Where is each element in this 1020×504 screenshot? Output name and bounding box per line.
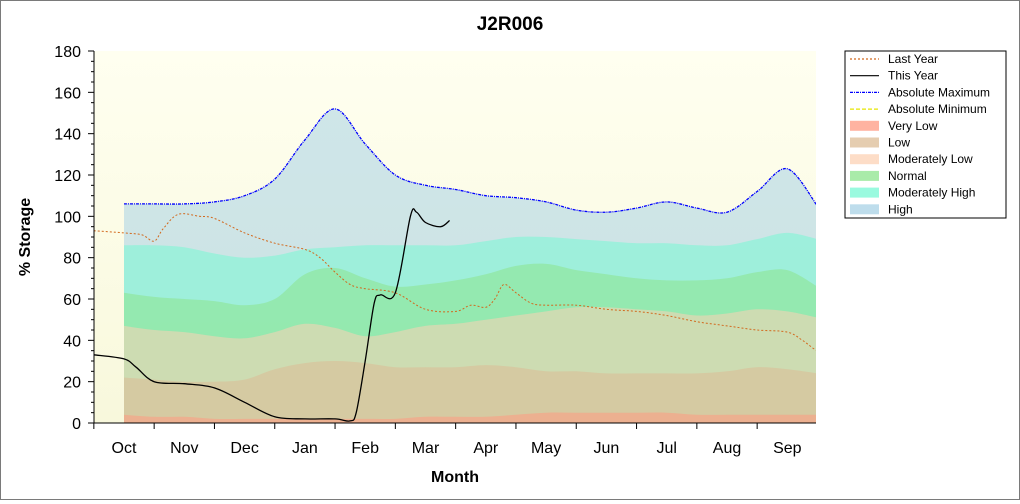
legend: Last Year This Year Absolute Maximum Absolu… — [844, 50, 1007, 219]
x-axis-title: Month — [431, 469, 479, 486]
axes: 0 20 40 60 80 100 120 140 160 180 Oct Nov Dec Jan Feb M… — [54, 44, 816, 457]
legend-swatch-low — [850, 137, 879, 148]
legend-swatch-moderately-high — [850, 187, 879, 198]
legend-label: Moderately High — [888, 186, 975, 200]
x-tick-label: Jun — [594, 440, 620, 457]
series-lines — [94, 108, 816, 422]
y-tick-label: 60 — [63, 292, 81, 309]
line-absolute-maximum — [123, 108, 816, 214]
legend-label: Low — [888, 136, 910, 150]
x-tick-label: Mar — [412, 440, 440, 457]
y-tick-label: 140 — [54, 127, 81, 144]
band-low — [124, 361, 816, 423]
y-tick-label: 80 — [63, 251, 81, 268]
legend-swatch-very-low — [850, 120, 879, 131]
x-tick-label: Dec — [230, 440, 258, 457]
chart-title: J2R006 — [477, 14, 544, 35]
x-tick-label: Jan — [292, 440, 318, 457]
x-tick-label: Sep — [773, 440, 802, 457]
legend-label: This Year — [888, 69, 938, 83]
y-tick-label: 0 — [72, 416, 81, 433]
line-this-year — [94, 208, 451, 422]
y-tick-label: 20 — [63, 375, 81, 392]
y-tick-label: 100 — [54, 209, 81, 226]
x-tick-label: Apr — [473, 440, 499, 457]
x-tick-label: Nov — [170, 440, 198, 457]
legend-swatch-normal — [850, 170, 879, 181]
y-tick-label: 180 — [54, 44, 81, 61]
legend-label: Moderately Low — [888, 152, 973, 166]
band-very-low — [124, 412, 816, 423]
legend-swatch-moderately-low — [850, 154, 879, 165]
x-tick-label: Feb — [351, 440, 379, 457]
y-tick-label: 160 — [54, 85, 81, 102]
x-tick-label: Jul — [656, 440, 676, 457]
legend-label: Last Year — [888, 52, 938, 66]
y-tick-label: 120 — [54, 168, 81, 185]
y-axis-title: % Storage — [17, 198, 34, 276]
y-tick-label: 40 — [63, 333, 81, 350]
legend-label: Very Low — [888, 119, 938, 133]
legend-label: Absolute Maximum — [888, 85, 990, 99]
x-tick-label: Aug — [713, 440, 741, 457]
x-tick-label: Oct — [112, 440, 137, 457]
legend-label: Absolute Minimum — [888, 102, 987, 116]
x-tick-label: May — [531, 440, 561, 457]
storage-bands — [124, 108, 816, 423]
legend-label: Normal — [888, 169, 927, 183]
legend-swatch-high — [850, 204, 879, 215]
legend-label: High — [888, 202, 913, 216]
line-last-year — [94, 213, 816, 351]
